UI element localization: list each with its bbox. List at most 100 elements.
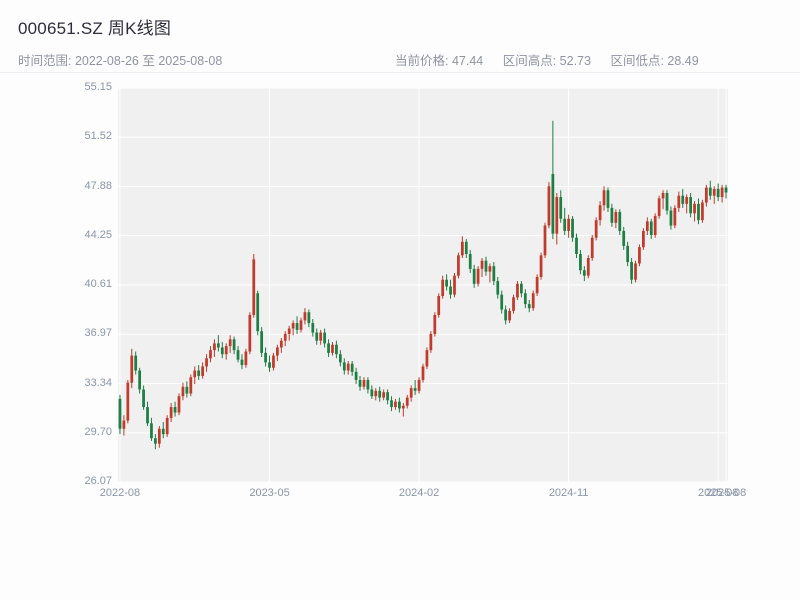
candle — [590, 235, 594, 261]
candle — [527, 300, 531, 313]
x-axis: 2022-08 2023-05 2024-02 2024-11 2025-08 2025-… — [100, 487, 746, 503]
header-info-row: 时间范围: 2022-08-26 至 2025-08-08 当前价格: 47.4… — [0, 50, 800, 70]
price-stats: 当前价格: 47.44 区间高点: 52.73 区间低点: 28.49 — [395, 50, 715, 69]
range-low-stat: 区间低点: 28.49 — [610, 54, 699, 68]
candle — [307, 309, 311, 328]
candle — [216, 335, 220, 352]
candle — [496, 277, 500, 299]
candle — [370, 385, 374, 399]
candle — [677, 191, 681, 212]
candle — [390, 396, 393, 412]
candle — [154, 434, 157, 450]
candle — [189, 374, 193, 397]
candle — [142, 385, 145, 410]
candle — [295, 316, 299, 334]
candle — [437, 293, 441, 318]
candle — [374, 388, 378, 401]
candle — [401, 403, 405, 417]
candle — [236, 346, 240, 363]
candle — [181, 382, 185, 401]
candle — [559, 190, 563, 223]
candle — [685, 194, 689, 214]
candle — [638, 244, 641, 267]
candle — [244, 348, 248, 368]
candle — [311, 319, 315, 337]
candle — [165, 415, 169, 437]
candle — [134, 351, 138, 375]
candle — [350, 361, 354, 376]
candle — [146, 401, 149, 427]
candle — [630, 258, 633, 284]
candle — [649, 218, 653, 240]
candle — [579, 249, 582, 275]
candle — [417, 377, 421, 394]
candle — [673, 205, 677, 229]
candle — [248, 312, 252, 355]
candle — [378, 386, 382, 402]
candle — [520, 281, 523, 298]
candle — [645, 217, 649, 236]
candle — [610, 203, 614, 227]
candle — [504, 305, 508, 325]
candle — [606, 187, 610, 212]
candle — [661, 190, 665, 210]
candle — [453, 272, 456, 298]
candle — [689, 193, 692, 218]
candle — [205, 354, 208, 372]
x-tick-label: 2024-11 — [548, 487, 589, 499]
candle — [449, 279, 452, 299]
candle — [500, 290, 504, 314]
candle — [240, 354, 244, 370]
candle — [441, 275, 445, 299]
candle — [614, 209, 618, 229]
candle — [433, 312, 437, 337]
header-divider — [0, 72, 800, 73]
candle — [358, 375, 362, 391]
candle — [173, 401, 177, 417]
candle — [708, 180, 712, 200]
candle — [724, 184, 728, 199]
candle — [582, 266, 586, 282]
candle — [150, 417, 153, 441]
candle — [366, 377, 370, 394]
candle — [720, 184, 724, 203]
candle — [622, 226, 626, 250]
y-tick-label: 47.88 — [84, 179, 112, 192]
candle — [547, 182, 551, 229]
x-tick-label: 2022-08 — [99, 487, 141, 499]
candle — [480, 258, 484, 278]
candle — [712, 186, 716, 204]
candle — [488, 263, 492, 283]
kline-chart — [118, 88, 728, 482]
candle — [523, 289, 527, 309]
candle — [405, 394, 409, 409]
x-tick-label: 2025-08 — [705, 487, 747, 499]
candle — [563, 207, 567, 236]
candle — [472, 264, 476, 288]
candle — [268, 355, 271, 372]
candle — [126, 379, 130, 424]
candle — [642, 228, 645, 250]
candle — [413, 379, 417, 395]
range-high-stat: 区间高点: 52.73 — [502, 54, 591, 68]
candle — [409, 385, 413, 402]
candle — [264, 347, 267, 367]
candle — [602, 186, 606, 211]
candle — [508, 308, 511, 324]
candle — [315, 328, 319, 345]
candle — [272, 352, 275, 371]
candle — [555, 193, 559, 245]
candle — [157, 426, 161, 448]
candle — [716, 183, 720, 202]
candle — [531, 290, 535, 311]
candle — [169, 403, 173, 422]
candle — [122, 415, 126, 436]
y-tick-label: 36.97 — [84, 327, 112, 340]
candle — [586, 255, 590, 279]
candle — [256, 290, 260, 336]
gridlines — [118, 88, 728, 482]
x-tick-label: 2024-02 — [398, 487, 440, 499]
candle — [394, 398, 397, 410]
candle — [618, 209, 622, 236]
candle — [701, 199, 704, 223]
